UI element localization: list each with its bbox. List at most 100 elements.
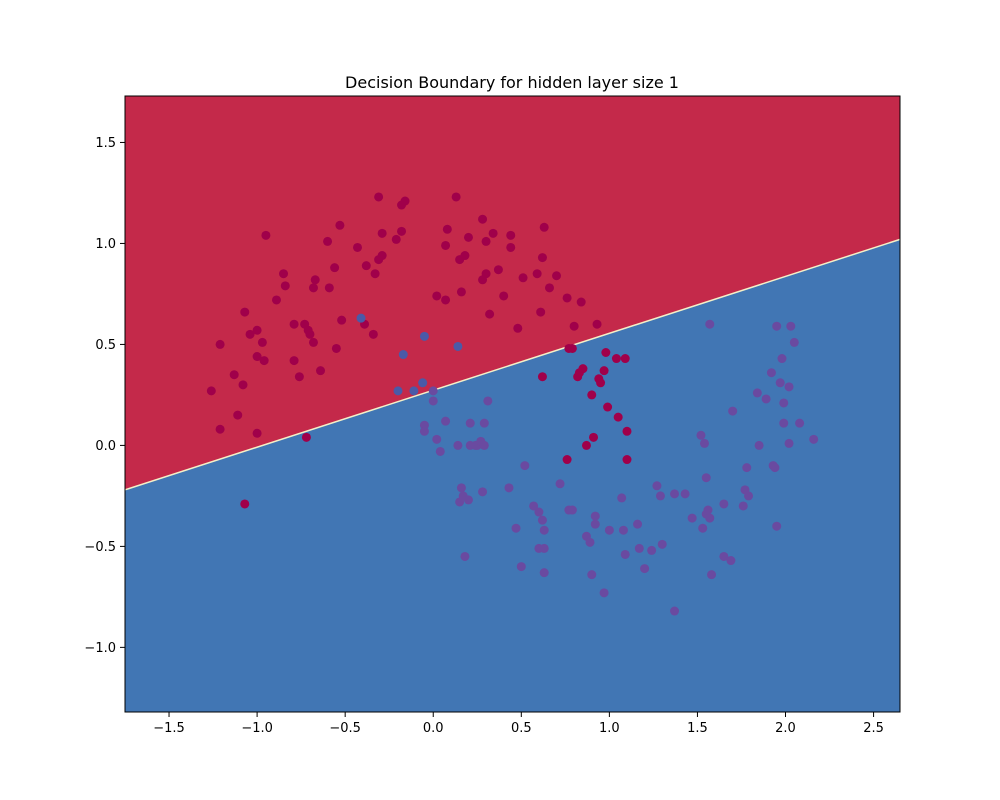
data-point-class-1: [567, 505, 577, 515]
data-point-class-1: [742, 463, 752, 473]
data-point-class-0: [539, 222, 549, 232]
data-point-class-1: [772, 321, 782, 331]
data-point-class-0: [271, 295, 281, 305]
data-point-class-1: [766, 368, 776, 378]
data-point-class-0: [330, 263, 340, 273]
data-point-class-1: [534, 507, 544, 517]
y-tick-label: 1.0: [95, 237, 116, 252]
data-point-class-0: [337, 315, 347, 325]
data-point-class-1: [754, 440, 764, 450]
data-point-class-1: [479, 440, 489, 450]
data-point-class-0: [499, 291, 509, 301]
data-point-class-1: [738, 501, 748, 511]
data-point-class-1: [779, 398, 789, 408]
x-tick-label: −1.0: [241, 721, 273, 736]
data-point-class-1: [460, 551, 470, 561]
data-point-class-1: [356, 313, 366, 323]
data-point-class-0: [611, 354, 621, 364]
x-tick-label: 2.0: [775, 721, 796, 736]
data-point-class-1: [652, 481, 662, 491]
data-point-class-0: [353, 242, 362, 252]
data-point-class-1: [604, 525, 614, 535]
plot-area: [124, 95, 901, 713]
data-point-class-1: [478, 487, 488, 497]
data-point-class-0: [488, 228, 498, 238]
data-point-class-0: [441, 240, 451, 250]
data-point-class-1: [728, 406, 738, 416]
x-tick-label: −1.5: [153, 721, 185, 736]
data-point-class-0: [537, 253, 547, 263]
data-point-class-0: [601, 347, 611, 357]
data-point-class-1: [701, 473, 711, 483]
data-point-class-0: [206, 386, 216, 396]
data-point-class-0: [587, 390, 597, 400]
data-point-class-1: [516, 562, 526, 572]
data-point-class-0: [578, 364, 588, 374]
data-point-class-0: [374, 192, 384, 202]
data-point-class-1: [809, 434, 819, 444]
data-point-class-0: [391, 234, 401, 244]
plot-frame: [124, 95, 901, 713]
data-point-class-0: [361, 261, 371, 271]
data-point-class-0: [442, 224, 452, 234]
data-point-class-0: [335, 220, 345, 230]
data-point-class-0: [613, 412, 623, 422]
data-point-class-1: [640, 564, 650, 574]
data-point-class-1: [705, 319, 715, 329]
x-tick-label: 1.5: [687, 721, 708, 736]
data-point-class-0: [552, 271, 562, 281]
data-point-class-0: [589, 432, 599, 442]
data-point-class-1: [696, 430, 706, 440]
x-tick-label: −0.5: [329, 721, 361, 736]
data-point-class-1: [453, 341, 463, 351]
data-point-class-1: [419, 426, 429, 436]
data-point-class-0: [245, 329, 255, 339]
data-point-class-0: [377, 251, 387, 261]
data-point-class-0: [596, 378, 606, 388]
data-point-class-1: [419, 331, 429, 341]
data-point-class-0: [564, 343, 574, 353]
data-point-class-0: [252, 428, 262, 438]
data-point-class-1: [537, 515, 547, 525]
data-point-class-0: [622, 426, 632, 436]
data-point-class-1: [618, 525, 628, 535]
data-point-class-1: [435, 446, 445, 456]
data-point-class-1: [441, 416, 451, 426]
region-class-1: [125, 239, 900, 712]
data-point-class-1: [617, 493, 627, 503]
chart-title: Decision Boundary for hidden layer size …: [345, 73, 679, 92]
data-point-class-0: [279, 269, 289, 279]
data-point-class-0: [294, 372, 304, 382]
data-point-class-1: [795, 418, 805, 428]
data-point-class-0: [257, 337, 267, 347]
data-point-class-0: [537, 372, 547, 382]
data-point-class-0: [252, 352, 262, 362]
data-point-class-1: [719, 551, 729, 561]
data-point-class-1: [680, 489, 690, 499]
data-point-class-0: [316, 366, 326, 376]
data-point-class-0: [441, 295, 451, 305]
data-point-class-0: [622, 455, 632, 465]
decision-boundary-line: [124, 238, 901, 491]
x-tick-label: 2.5: [863, 721, 884, 736]
data-point-class-0: [259, 356, 269, 366]
data-point-class-1: [670, 489, 680, 499]
data-point-class-1: [398, 350, 408, 360]
data-point-class-0: [603, 402, 613, 412]
data-point-class-1: [687, 513, 697, 523]
y-axis: −1.0 −0.5 0.0 0.5 1.0 1.5: [84, 136, 125, 656]
data-point-class-0: [463, 232, 473, 242]
data-point-class-1: [789, 337, 799, 347]
data-point-class-1: [705, 513, 715, 523]
data-point-class-0: [280, 281, 290, 291]
data-point-class-0: [532, 269, 542, 279]
data-point-class-0: [301, 432, 311, 442]
data-point-class-1: [786, 321, 796, 331]
y-tick-label: 0.5: [95, 338, 116, 353]
data-point-class-1: [772, 521, 782, 531]
data-point-class-0: [252, 325, 262, 335]
data-point-class-0: [240, 499, 250, 509]
region-class-0: [125, 96, 900, 490]
data-point-class-0: [289, 356, 299, 366]
